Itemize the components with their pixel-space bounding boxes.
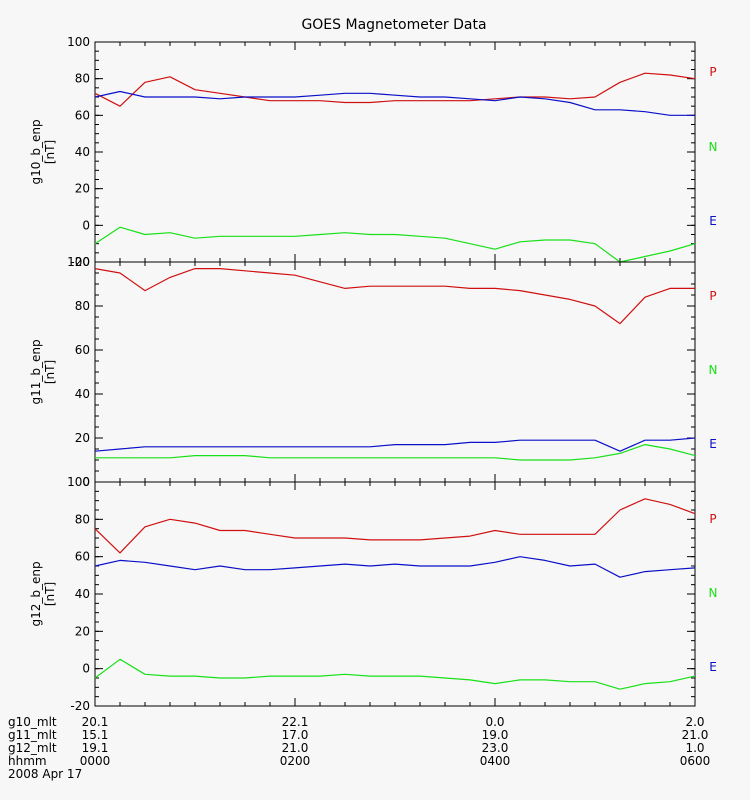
y-tick-label: 80 [75, 299, 90, 313]
y-tick-label: 40 [75, 587, 90, 601]
footer-value: 17.0 [282, 728, 309, 742]
footer-value: 23.0 [482, 741, 509, 755]
footer-value: 20.1 [82, 715, 109, 729]
series-line-P [94, 72, 696, 107]
y-axis-label: g10_b_enp [29, 119, 43, 184]
y-tick-label: 0 [82, 662, 90, 676]
series-line-P [94, 268, 695, 325]
series-line-E [94, 90, 695, 116]
footer-value: 2.0 [685, 715, 704, 729]
footer-table: g10_mlt 20.1 22.1 0.0 2.0 g11_mlt 15.1 17.0 19.0… [8, 715, 710, 781]
y-axis-unit: [nT] [43, 140, 57, 164]
y-tick-label: 100 [67, 475, 90, 489]
y-axis-label: g12_b_enp [29, 561, 43, 626]
series-line-N [94, 226, 696, 263]
footer-value: 19.0 [482, 728, 509, 742]
y-tick-label: 60 [75, 343, 90, 357]
series-line-N [94, 658, 696, 690]
footer-value: 21.0 [282, 741, 309, 755]
legend-label-N: N [709, 363, 718, 377]
legend-label-E: E [709, 660, 717, 674]
footer-value: 0400 [480, 754, 511, 768]
footer-row-label: g11_mlt [8, 728, 57, 742]
footer-value: 0200 [280, 754, 311, 768]
panel-1: -20 0 20 40 60 80 100 g10_b_enp [nT] P N E [29, 35, 717, 269]
series-line-P [94, 498, 696, 554]
panel-frame [94, 481, 696, 707]
y-tick-label: 40 [75, 145, 90, 159]
panel-frame [94, 261, 696, 483]
panel-frame [94, 41, 696, 263]
y-tick-label: 80 [75, 512, 90, 526]
footer-value: 22.1 [282, 715, 309, 729]
y-tick-label: 0 [82, 475, 90, 489]
series-line-E [94, 556, 696, 578]
legend-label-N: N [709, 140, 718, 154]
footer-value: 21.0 [682, 728, 709, 742]
series-line-E [94, 437, 696, 452]
y-tick-label: 60 [75, 550, 90, 564]
footer-date: 2008 Apr 17 [8, 767, 82, 781]
y-axis-label: g11_b_enp [29, 339, 43, 404]
chart-title: GOES Magnetometer Data [301, 17, 486, 33]
y-tick-label: 0 [82, 218, 90, 232]
y-tick-label: 60 [75, 108, 90, 122]
series-line-N [95, 444, 696, 461]
y-tick-label: 80 [75, 72, 90, 86]
legend-label-E: E [709, 214, 717, 228]
y-tick-label: 20 [75, 624, 90, 638]
y-tick-label: -20 [70, 255, 90, 269]
y-axis-unit: [nT] [43, 360, 57, 384]
footer-row-label: g10_mlt [8, 715, 57, 729]
y-tick-label: -20 [70, 699, 90, 713]
footer-value: 19.1 [82, 741, 109, 755]
panel-3: -20 0 20 40 60 80 100 g12_b_enp [nT] P N E [29, 475, 717, 713]
legend-label-N: N [709, 586, 718, 600]
legend-label-P: P [709, 512, 716, 526]
legend-label-E: E [709, 437, 717, 451]
legend-label-P: P [709, 65, 716, 79]
footer-value: 0000 [80, 754, 111, 768]
footer-value: 0.0 [485, 715, 504, 729]
panel-2: 0 20 40 60 80 100 g11_b_enp [nT] P N E [29, 255, 717, 489]
y-tick-label: 100 [67, 255, 90, 269]
footer-row-label: g12_mlt [8, 741, 57, 755]
footer-row-label: hhmm [8, 754, 47, 768]
y-tick-label: 40 [75, 387, 90, 401]
footer-value: 0600 [680, 754, 711, 768]
y-tick-label: 20 [75, 182, 90, 196]
y-axis-unit: [nT] [43, 582, 57, 606]
footer-value: 1.0 [685, 741, 704, 755]
footer-value: 15.1 [82, 728, 109, 742]
legend-label-P: P [709, 289, 716, 303]
y-tick-label: 100 [67, 35, 90, 49]
y-tick-label: 20 [75, 431, 90, 445]
